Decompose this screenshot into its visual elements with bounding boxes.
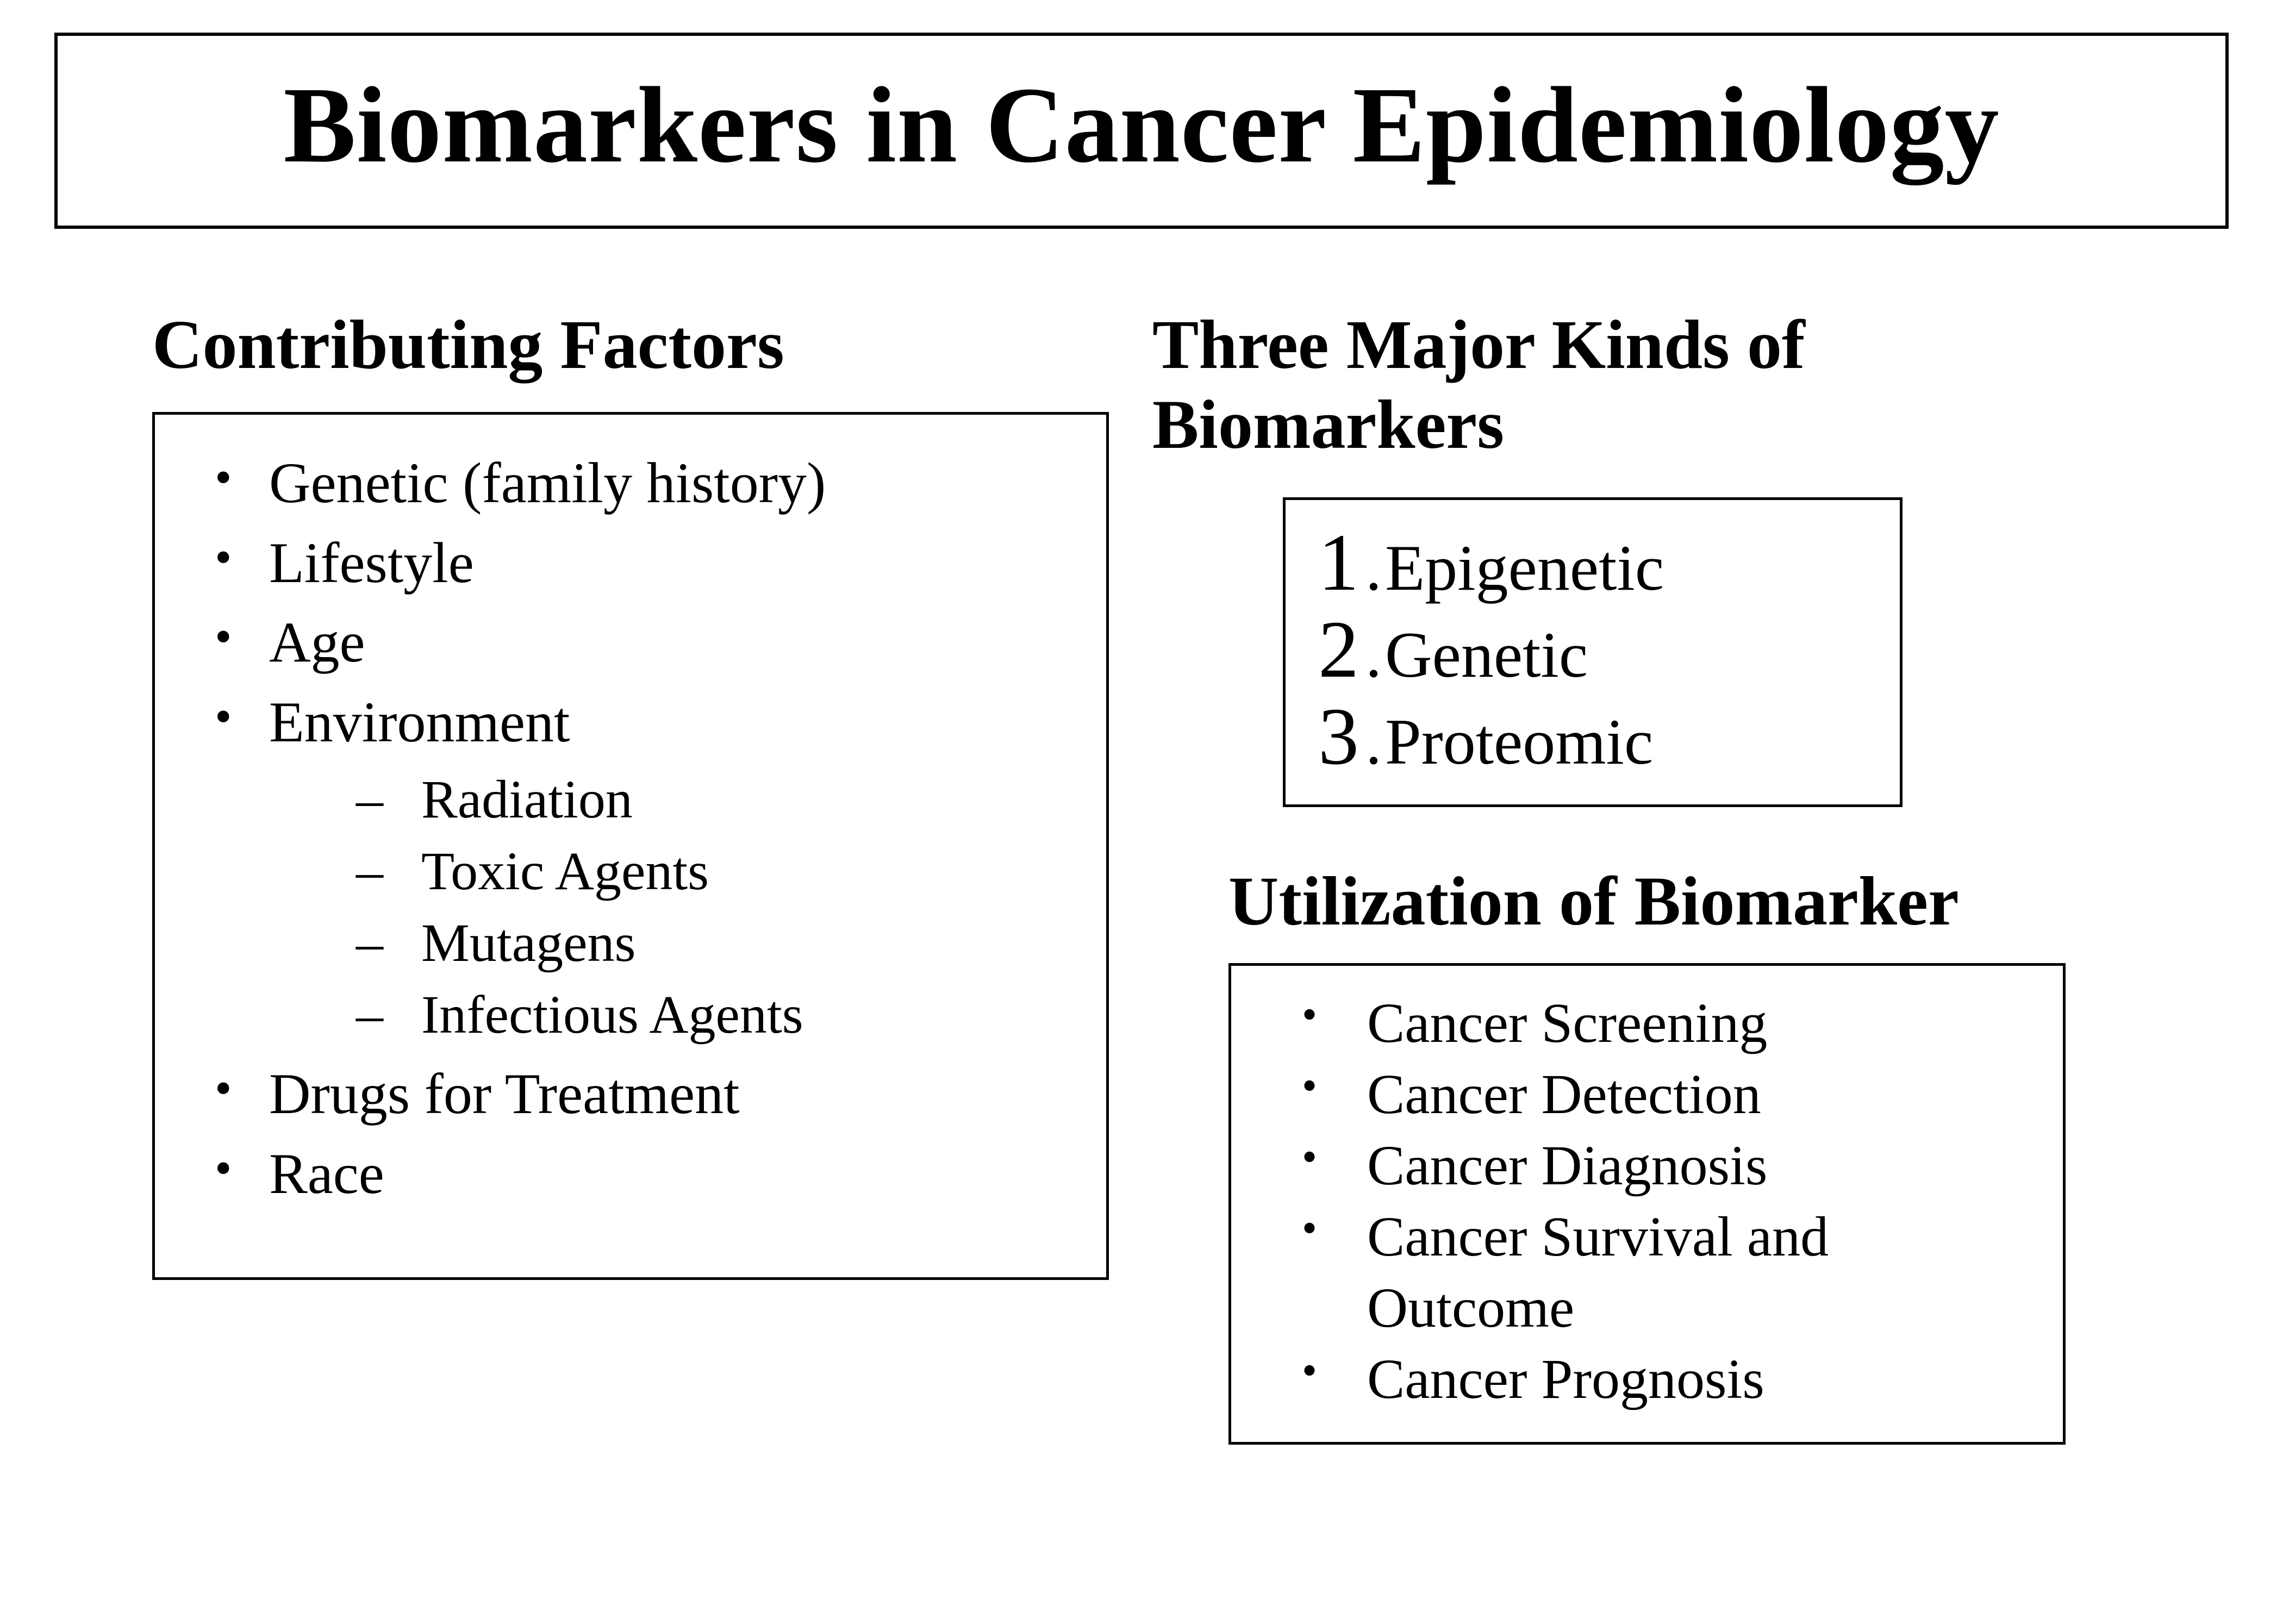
diagram-canvas: Biomarkers in Cancer Epidemiology Contri… — [33, 33, 2250, 1591]
columns: Contributing Factors Genetic (family his… — [33, 305, 2250, 1445]
dot: . — [1365, 527, 1382, 609]
utilization-heading: Utilization of Biomarker — [1228, 861, 2153, 941]
item-label: Race — [269, 1142, 384, 1205]
kinds-item: 2.Genetic — [1318, 609, 1867, 696]
kinds-label: Epigenetic — [1385, 527, 1664, 609]
dot: . — [1365, 701, 1382, 783]
environment-sublist: Radiation Toxic Agents Mutagens Infectio… — [269, 764, 1084, 1051]
util-item: Cancer Survival and Outcome — [1286, 1201, 2030, 1344]
item-label: Genetic (family history) — [269, 451, 826, 515]
item-label: Age — [269, 610, 365, 674]
right-column: Three Major Kinds of Biomarkers 1.Epigen… — [1152, 305, 2153, 1445]
contributing-section: Contributing Factors Genetic (family his… — [152, 305, 1109, 1445]
kinds-section: Three Major Kinds of Biomarkers 1.Epigen… — [1152, 305, 2153, 807]
kinds-number: 1 — [1318, 522, 1359, 603]
item-label: Drugs for Treatment — [269, 1062, 740, 1126]
list-item: Lifestyle — [198, 527, 1084, 599]
kinds-list: 1.Epigenetic 2.Genetic 3.Proteomic — [1318, 522, 1867, 783]
dot: . — [1365, 614, 1382, 696]
list-item: Environment Radiation Toxic Agents Mutag… — [198, 686, 1084, 1051]
sub-item: Radiation — [356, 764, 1084, 835]
kinds-number: 2 — [1318, 609, 1359, 690]
contributing-box: Genetic (family history) Lifestyle Age E… — [152, 412, 1109, 1280]
kinds-label: Proteomic — [1385, 701, 1653, 783]
sub-item: Toxic Agents — [356, 835, 1084, 907]
utilization-list: Cancer Screening Cancer Detection Cancer… — [1286, 988, 2030, 1415]
utilization-section: Utilization of Biomarker Cancer Screenin… — [1152, 861, 2153, 1445]
sub-item: Infectious Agents — [356, 979, 1084, 1051]
list-item: Race — [198, 1138, 1084, 1210]
item-label: Lifestyle — [269, 531, 474, 595]
contributing-list: Genetic (family history) Lifestyle Age E… — [198, 447, 1084, 1210]
utilization-box: Cancer Screening Cancer Detection Cancer… — [1228, 963, 2066, 1445]
kinds-heading: Three Major Kinds of Biomarkers — [1152, 305, 2153, 465]
list-item: Age — [198, 607, 1084, 679]
list-item: Genetic (family history) — [198, 447, 1084, 520]
util-item: Cancer Prognosis — [1286, 1344, 2030, 1415]
list-item: Drugs for Treatment — [198, 1058, 1084, 1130]
util-item: Cancer Detection — [1286, 1059, 2030, 1130]
item-label: Environment — [269, 690, 570, 754]
sub-item: Mutagens — [356, 907, 1084, 979]
util-item: Cancer Screening — [1286, 988, 2030, 1059]
kinds-box: 1.Epigenetic 2.Genetic 3.Proteomic — [1283, 497, 1902, 807]
title-box: Biomarkers in Cancer Epidemiology — [54, 33, 2229, 229]
kinds-item: 3.Proteomic — [1318, 696, 1867, 783]
kinds-item: 1.Epigenetic — [1318, 522, 1867, 609]
kinds-label: Genetic — [1385, 614, 1588, 696]
kinds-number: 3 — [1318, 696, 1359, 777]
contributing-heading: Contributing Factors — [152, 305, 1109, 385]
main-title: Biomarkers in Cancer Epidemiology — [90, 63, 2193, 188]
util-item: Cancer Diagnosis — [1286, 1130, 2030, 1201]
